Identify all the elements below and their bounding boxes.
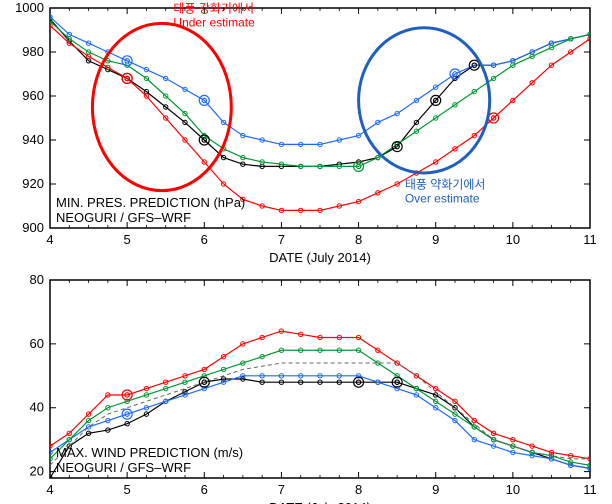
svg-text:8: 8 <box>355 482 362 497</box>
svg-text:Under estimate: Under estimate <box>173 15 255 29</box>
chart-svg: 45678910119009209409609801000DATE (July … <box>0 0 612 504</box>
svg-text:9: 9 <box>432 482 439 497</box>
svg-text:4: 4 <box>46 482 53 497</box>
svg-text:5: 5 <box>124 482 131 497</box>
svg-text:Over estimate: Over estimate <box>405 191 480 205</box>
svg-text:80: 80 <box>30 272 44 287</box>
svg-text:40: 40 <box>30 400 44 415</box>
svg-text:1000: 1000 <box>15 0 44 15</box>
svg-text:태풍 강화기에서: 태풍 강화기에서 <box>173 1 254 15</box>
svg-text:9: 9 <box>432 232 439 247</box>
svg-text:태풍 약화기에서: 태풍 약화기에서 <box>405 176 486 191</box>
svg-text:920: 920 <box>22 176 44 191</box>
svg-text:11: 11 <box>583 482 597 497</box>
svg-text:20: 20 <box>30 464 44 479</box>
svg-text:NEOGURI / GFS–WRF: NEOGURI / GFS–WRF <box>56 460 191 475</box>
svg-text:4: 4 <box>46 232 53 247</box>
svg-text:6: 6 <box>201 482 208 497</box>
svg-text:DATE (July 2014): DATE (July 2014) <box>269 500 371 504</box>
svg-text:900: 900 <box>22 220 44 235</box>
svg-text:DATE (July 2014): DATE (July 2014) <box>269 250 371 265</box>
chart-container: 45678910119009209409609801000DATE (July … <box>0 0 612 504</box>
svg-text:MIN. PRES. PREDICTION (hPa): MIN. PRES. PREDICTION (hPa) <box>56 195 245 210</box>
svg-text:940: 940 <box>22 132 44 147</box>
svg-text:NEOGURI / GFS–WRF: NEOGURI / GFS–WRF <box>56 210 191 225</box>
svg-text:8: 8 <box>355 232 362 247</box>
svg-text:10: 10 <box>506 482 520 497</box>
svg-text:5: 5 <box>124 232 131 247</box>
svg-text:960: 960 <box>22 88 44 103</box>
svg-text:10: 10 <box>506 232 520 247</box>
svg-text:980: 980 <box>22 44 44 59</box>
svg-text:7: 7 <box>278 482 285 497</box>
svg-text:7: 7 <box>278 232 285 247</box>
svg-text:11: 11 <box>583 232 597 247</box>
svg-text:MAX. WIND PREDICTION (m/s): MAX. WIND PREDICTION (m/s) <box>56 445 243 460</box>
svg-text:6: 6 <box>201 232 208 247</box>
svg-text:60: 60 <box>30 336 44 351</box>
